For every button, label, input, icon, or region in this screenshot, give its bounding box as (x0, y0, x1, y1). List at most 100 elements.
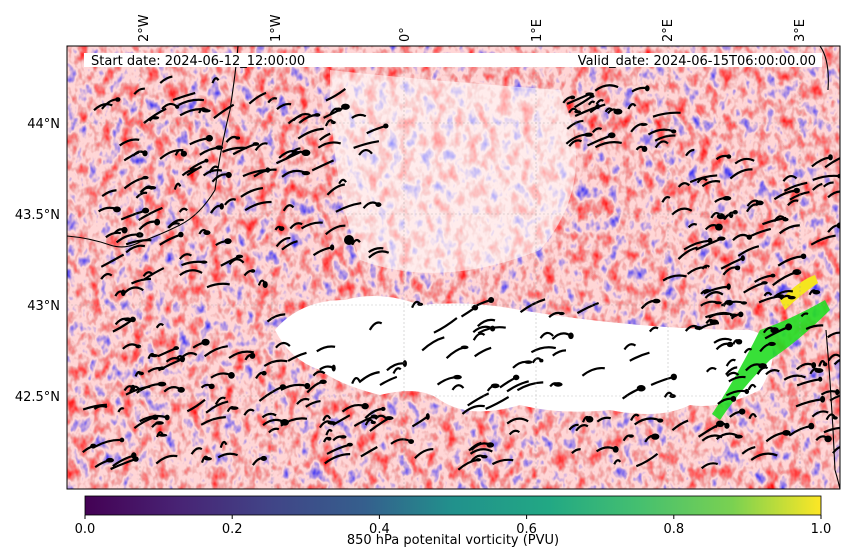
pv-contour (745, 203, 759, 213)
pv-contour (224, 198, 237, 206)
pv-contour (594, 84, 619, 92)
pv-contour (275, 236, 291, 248)
colorbar-gradient (84, 495, 822, 516)
pv-contour (143, 267, 165, 281)
pv-contour (351, 238, 361, 246)
pv-contour-blob (644, 85, 650, 92)
pv-contour-blob (180, 150, 187, 157)
colorbar-label: 850 hPa potenital vorticity (PVU) (347, 533, 559, 548)
pv-contour (571, 448, 581, 454)
pv-contour (287, 351, 307, 362)
lat-label: 42.5°N (15, 390, 60, 405)
pv-contour-blob (261, 370, 267, 376)
pv-contour-blob (726, 341, 734, 348)
pv-contour (202, 169, 223, 177)
pv-contour (461, 404, 485, 415)
pv-contour (594, 141, 622, 149)
pv-contours (82, 75, 840, 471)
weak-vorticity-region (330, 70, 576, 273)
pv-contour (228, 258, 245, 266)
pv-contour-blob (157, 381, 167, 387)
pv-contour (800, 312, 809, 318)
pv-contour (539, 331, 554, 339)
pv-contour-blob (651, 433, 660, 440)
map-frame (66, 45, 841, 490)
pv-contour (117, 407, 125, 413)
pv-contour (139, 186, 153, 194)
pv-contour (783, 181, 808, 192)
pv-contour (654, 140, 669, 149)
pv-contour (812, 182, 823, 191)
date-banner (84, 53, 822, 67)
pv-contour-blob (278, 226, 285, 231)
pv-contour (178, 253, 193, 260)
terrain-mask (275, 296, 773, 414)
latitude-labels: 44°N 43.5°N 43°N 42.5°N (15, 117, 60, 405)
pv-contour (734, 157, 755, 165)
pv-contour-blob (304, 382, 311, 390)
pv-contour (568, 423, 579, 431)
pv-contour (576, 301, 600, 315)
pv-contour (267, 97, 278, 104)
pv-contour (704, 291, 724, 299)
pv-contour (287, 114, 302, 125)
pv-contour (316, 345, 336, 353)
pv-contour-blob (177, 386, 185, 393)
pv-contour-blob (824, 435, 832, 443)
pv-contour-blob (715, 223, 723, 231)
pv-contour-blob (204, 158, 209, 163)
pv-contour-blob (777, 294, 785, 299)
pv-contour (208, 165, 220, 174)
pv-contour-blob (319, 379, 327, 384)
pv-contour (810, 234, 836, 246)
pv-contour (280, 417, 308, 427)
pv-contour (332, 414, 351, 426)
pv-contour-blob (734, 434, 743, 439)
colorbar-tick-label: 0.2 (222, 522, 243, 537)
pv-contour (167, 218, 184, 229)
pv-contour-blob (225, 171, 232, 179)
pv-contour-blob (818, 376, 823, 382)
pv-contour (491, 458, 514, 466)
pv-contour (773, 289, 794, 298)
pv-contour-blob (123, 317, 131, 322)
pv-contour (414, 448, 434, 460)
pv-contour-blob (341, 103, 350, 110)
pv-contour (105, 231, 122, 239)
pv-contour (575, 424, 589, 432)
pv-contour-blob (402, 360, 407, 368)
pv-contour-blob (832, 416, 838, 420)
pv-contour (604, 107, 613, 113)
pv-contour-blob (612, 446, 619, 453)
pv-contour (686, 266, 708, 275)
pv-contour (219, 440, 228, 449)
pv-contour-blob (417, 302, 424, 306)
pv-contour-blob (121, 289, 126, 297)
pv-contour-blob (135, 344, 142, 349)
colorbar: 0.0 0.2 0.4 0.6 0.8 1.0 850 hPa potenital vor… (75, 495, 831, 548)
pv-contour (335, 201, 362, 213)
pv-contour (591, 127, 603, 134)
pv-contour (822, 181, 834, 188)
pv-contour (228, 350, 255, 359)
pv-contour (700, 462, 719, 470)
pv-contour (172, 91, 196, 102)
pv-contour-blob (607, 132, 616, 139)
pv-contour (129, 385, 141, 393)
pv-contour-blob (314, 113, 321, 117)
pv-contour-blob (260, 455, 267, 462)
pv-contour (687, 223, 698, 229)
pv-contour (276, 102, 292, 110)
colorbar-tick-label: 0.6 (516, 522, 537, 537)
pv-contour (297, 127, 324, 140)
pv-contour-blob (730, 395, 737, 402)
pv-contour (778, 224, 800, 235)
pv-contour-blob (230, 406, 239, 410)
high-pv-band-yellow (780, 275, 818, 310)
pv-contour (82, 403, 107, 411)
pv-contour-blob (475, 458, 482, 462)
pv-contour (173, 182, 182, 190)
pv-contour (474, 346, 492, 358)
pv-contour (200, 416, 226, 426)
